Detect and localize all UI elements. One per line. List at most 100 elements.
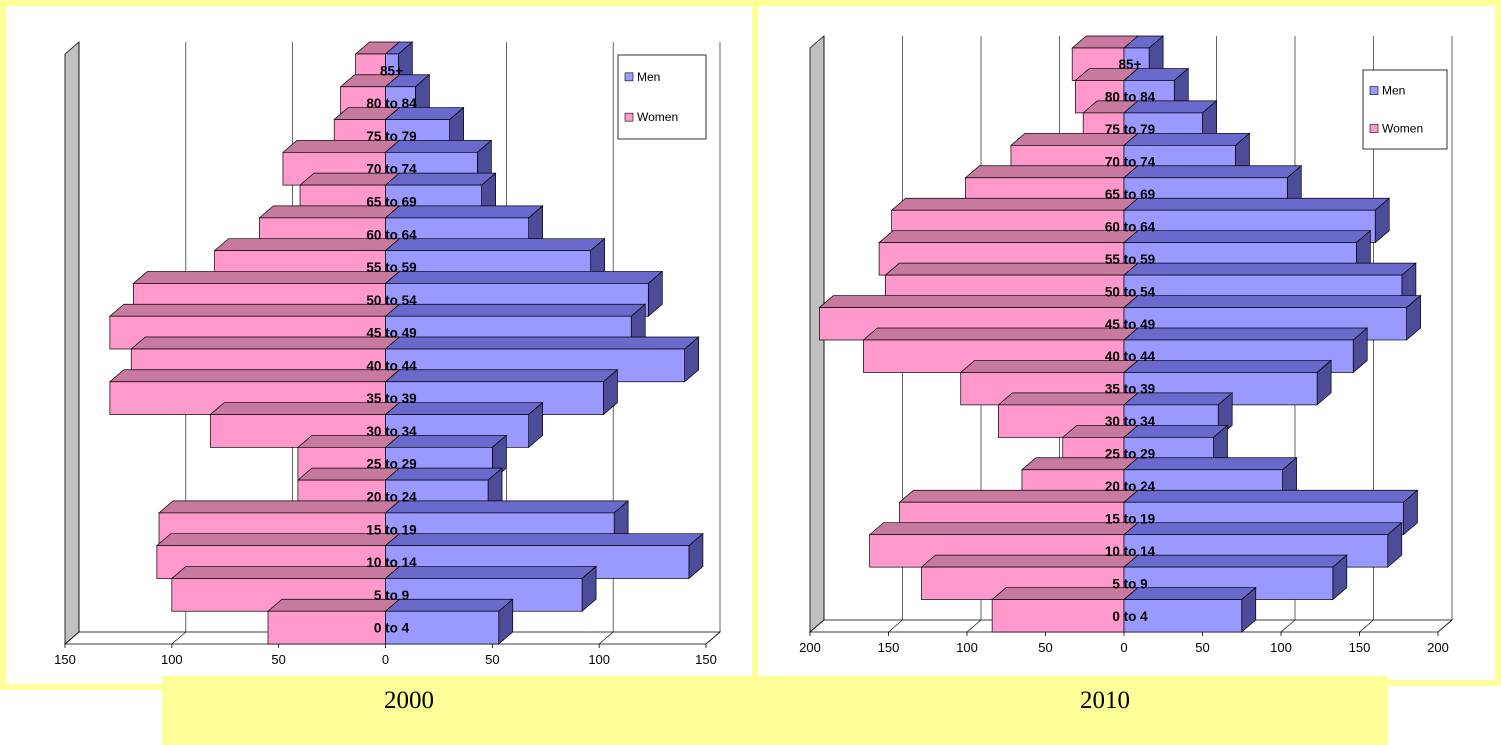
x-tick-label: 200 (1427, 640, 1449, 655)
category-label: 40 to 44 (1105, 349, 1156, 364)
bar-women-top (868, 522, 1139, 536)
legend-swatch (624, 112, 634, 122)
bar-women-top (884, 262, 1139, 276)
legend-box (1362, 69, 1448, 150)
legend-label: Women (1382, 121, 1423, 135)
category-label: 80 to 84 (1105, 90, 1156, 105)
category-label: 10 to 14 (1105, 544, 1156, 559)
category-label: 25 to 29 (1105, 447, 1155, 462)
bar-men-top (384, 238, 606, 252)
legend-label: Men (637, 70, 660, 84)
x-tick-label: 100 (588, 652, 610, 667)
x-tick-label: 100 (161, 652, 183, 667)
category-label: 0 to 4 (1112, 609, 1148, 624)
x-tick-label: 0 (382, 652, 389, 667)
bar-women (267, 610, 386, 645)
category-label: 45 to 49 (366, 326, 416, 341)
category-label: 30 to 34 (366, 424, 417, 439)
category-label: 15 to 19 (1105, 511, 1155, 526)
bar-men-top (384, 500, 630, 514)
floor-gridline (705, 631, 721, 645)
side-wall (64, 41, 80, 645)
category-label: 85+ (1119, 57, 1142, 72)
bar-men-top (1123, 554, 1348, 568)
category-label: 60 to 64 (1105, 219, 1156, 234)
bar-men-top (1123, 262, 1417, 276)
legend-swatch (1369, 86, 1379, 95)
category-label: 15 to 19 (366, 522, 416, 537)
category-label: 35 to 39 (1105, 382, 1155, 397)
category-label: 5 to 9 (1112, 576, 1147, 591)
floor-gridline (809, 619, 825, 633)
floor-gridline (64, 631, 80, 645)
population-pyramid-2010: 0 to 4 5 to 9 10 to 14 15 to 19 20 to 24 25 t… (799, 35, 1454, 655)
x-tick-label: 150 (695, 652, 717, 667)
x-tick-label: 50 (1195, 640, 1209, 655)
legend-label: Women (637, 110, 678, 124)
bar-women-top (155, 533, 401, 547)
category-label: 0 to 4 (374, 621, 410, 636)
bar-men (385, 610, 500, 645)
x-tick-label: 200 (799, 640, 821, 655)
category-label: 75 to 79 (366, 129, 416, 144)
floor-gridline (888, 619, 903, 633)
category-label: 45 to 49 (1105, 317, 1155, 332)
category-label: 85+ (380, 63, 403, 78)
bar-men (1123, 599, 1243, 633)
x-tick-label: 50 (1038, 640, 1052, 655)
category-label: 40 to 44 (366, 358, 417, 373)
category-label: 70 to 74 (366, 162, 417, 177)
x-tick-label: 100 (956, 640, 978, 655)
bar-women-top (818, 295, 1139, 308)
floor-gridline (1280, 619, 1296, 633)
floor-gridline (598, 631, 614, 645)
floor-gridline (171, 631, 187, 645)
bar-men-top (384, 303, 647, 317)
category-label: 75 to 79 (1105, 122, 1155, 137)
x-tick-label: 0 (1120, 640, 1127, 655)
legend-label: Men (1382, 84, 1405, 98)
category-label: 55 to 59 (1105, 252, 1155, 267)
x-tick-label: 50 (485, 652, 499, 667)
legend-swatch (1369, 124, 1379, 133)
floor-gridline (1359, 619, 1374, 633)
category-label: 20 to 24 (1105, 479, 1156, 494)
category-label: 80 to 84 (366, 96, 417, 111)
category-label: 60 to 64 (366, 227, 417, 242)
bar-men-top (384, 566, 598, 579)
bar-women-top (158, 500, 401, 514)
bar-men-top (1123, 230, 1372, 244)
legend-swatch (624, 72, 634, 82)
x-tick-label: 150 (54, 652, 76, 667)
bar-women-top (108, 303, 401, 317)
bar-women-top (108, 369, 401, 383)
category-label: 50 to 54 (1105, 284, 1156, 299)
bar-women-top (170, 566, 401, 579)
bar-women-top (130, 336, 401, 350)
bar-men-top (384, 533, 704, 547)
floor-gridline (966, 619, 982, 633)
category-label: 35 to 39 (366, 391, 416, 406)
bar-women-top (890, 197, 1139, 211)
floor-gridline (1437, 619, 1453, 633)
category-label: 55 to 59 (366, 260, 416, 275)
bar-men-top (1123, 295, 1422, 308)
year-caption-2000: 2000 (384, 687, 434, 714)
bar-women-top (862, 327, 1139, 341)
category-label: 70 to 74 (1105, 155, 1156, 170)
bar-men-top (384, 336, 700, 350)
category-label: 50 to 54 (366, 293, 417, 308)
x-tick-label: 50 (271, 652, 285, 667)
x-tick-label: 100 (1270, 640, 1292, 655)
category-label: 65 to 69 (366, 195, 416, 210)
bar-women-top (878, 230, 1139, 244)
bar-men-top (384, 271, 664, 284)
population-pyramid-2000: 0 to 4 5 to 9 10 to 14 15 to 19 20 to 24 25 t… (54, 41, 722, 667)
x-tick-label: 150 (1349, 640, 1371, 655)
bar-women-top (898, 489, 1139, 503)
bar-men-top (384, 369, 619, 383)
year-caption-2010: 2010 (1080, 687, 1130, 714)
bar-men-top (1123, 522, 1403, 536)
bar-men-top (1123, 197, 1391, 211)
category-label: 30 to 34 (1105, 414, 1156, 429)
